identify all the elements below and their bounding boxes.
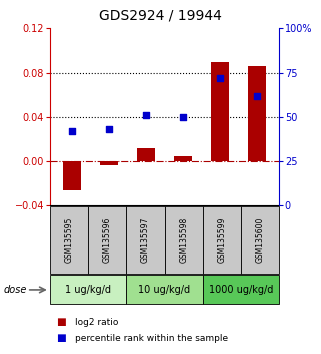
Bar	[50, 206, 88, 274]
Point	[69, 128, 74, 134]
Bar	[88, 206, 126, 274]
Text: 1000 ug/kg/d: 1000 ug/kg/d	[209, 285, 273, 295]
Text: 10 ug/kg/d: 10 ug/kg/d	[138, 285, 191, 295]
Bar	[248, 66, 266, 161]
Bar	[203, 275, 279, 304]
Point	[180, 114, 186, 120]
Bar	[100, 161, 118, 166]
Point	[143, 112, 149, 118]
Text: ■: ■	[56, 317, 66, 327]
Text: GSM135598: GSM135598	[179, 217, 188, 263]
Text: GSM135595: GSM135595	[65, 217, 74, 263]
Text: percentile rank within the sample: percentile rank within the sample	[75, 333, 229, 343]
Text: GSM135600: GSM135600	[256, 217, 265, 263]
Bar	[211, 62, 229, 161]
Text: ■: ■	[56, 333, 66, 343]
Text: GSM135599: GSM135599	[217, 217, 226, 263]
Bar	[241, 206, 279, 274]
Text: log2 ratio: log2 ratio	[75, 318, 119, 327]
Point	[255, 93, 260, 98]
Bar	[164, 206, 203, 274]
Point	[217, 75, 222, 81]
Bar	[63, 161, 81, 190]
Text: GSM135597: GSM135597	[141, 217, 150, 263]
Text: dose: dose	[3, 285, 27, 295]
Bar	[50, 275, 126, 304]
Bar	[174, 155, 192, 161]
Bar	[203, 206, 241, 274]
Bar	[126, 206, 164, 274]
Point	[107, 126, 112, 132]
Bar	[126, 275, 203, 304]
Text: 1 ug/kg/d: 1 ug/kg/d	[65, 285, 111, 295]
Text: GDS2924 / 19944: GDS2924 / 19944	[99, 9, 222, 23]
Text: GSM135596: GSM135596	[103, 217, 112, 263]
Bar	[137, 148, 155, 161]
